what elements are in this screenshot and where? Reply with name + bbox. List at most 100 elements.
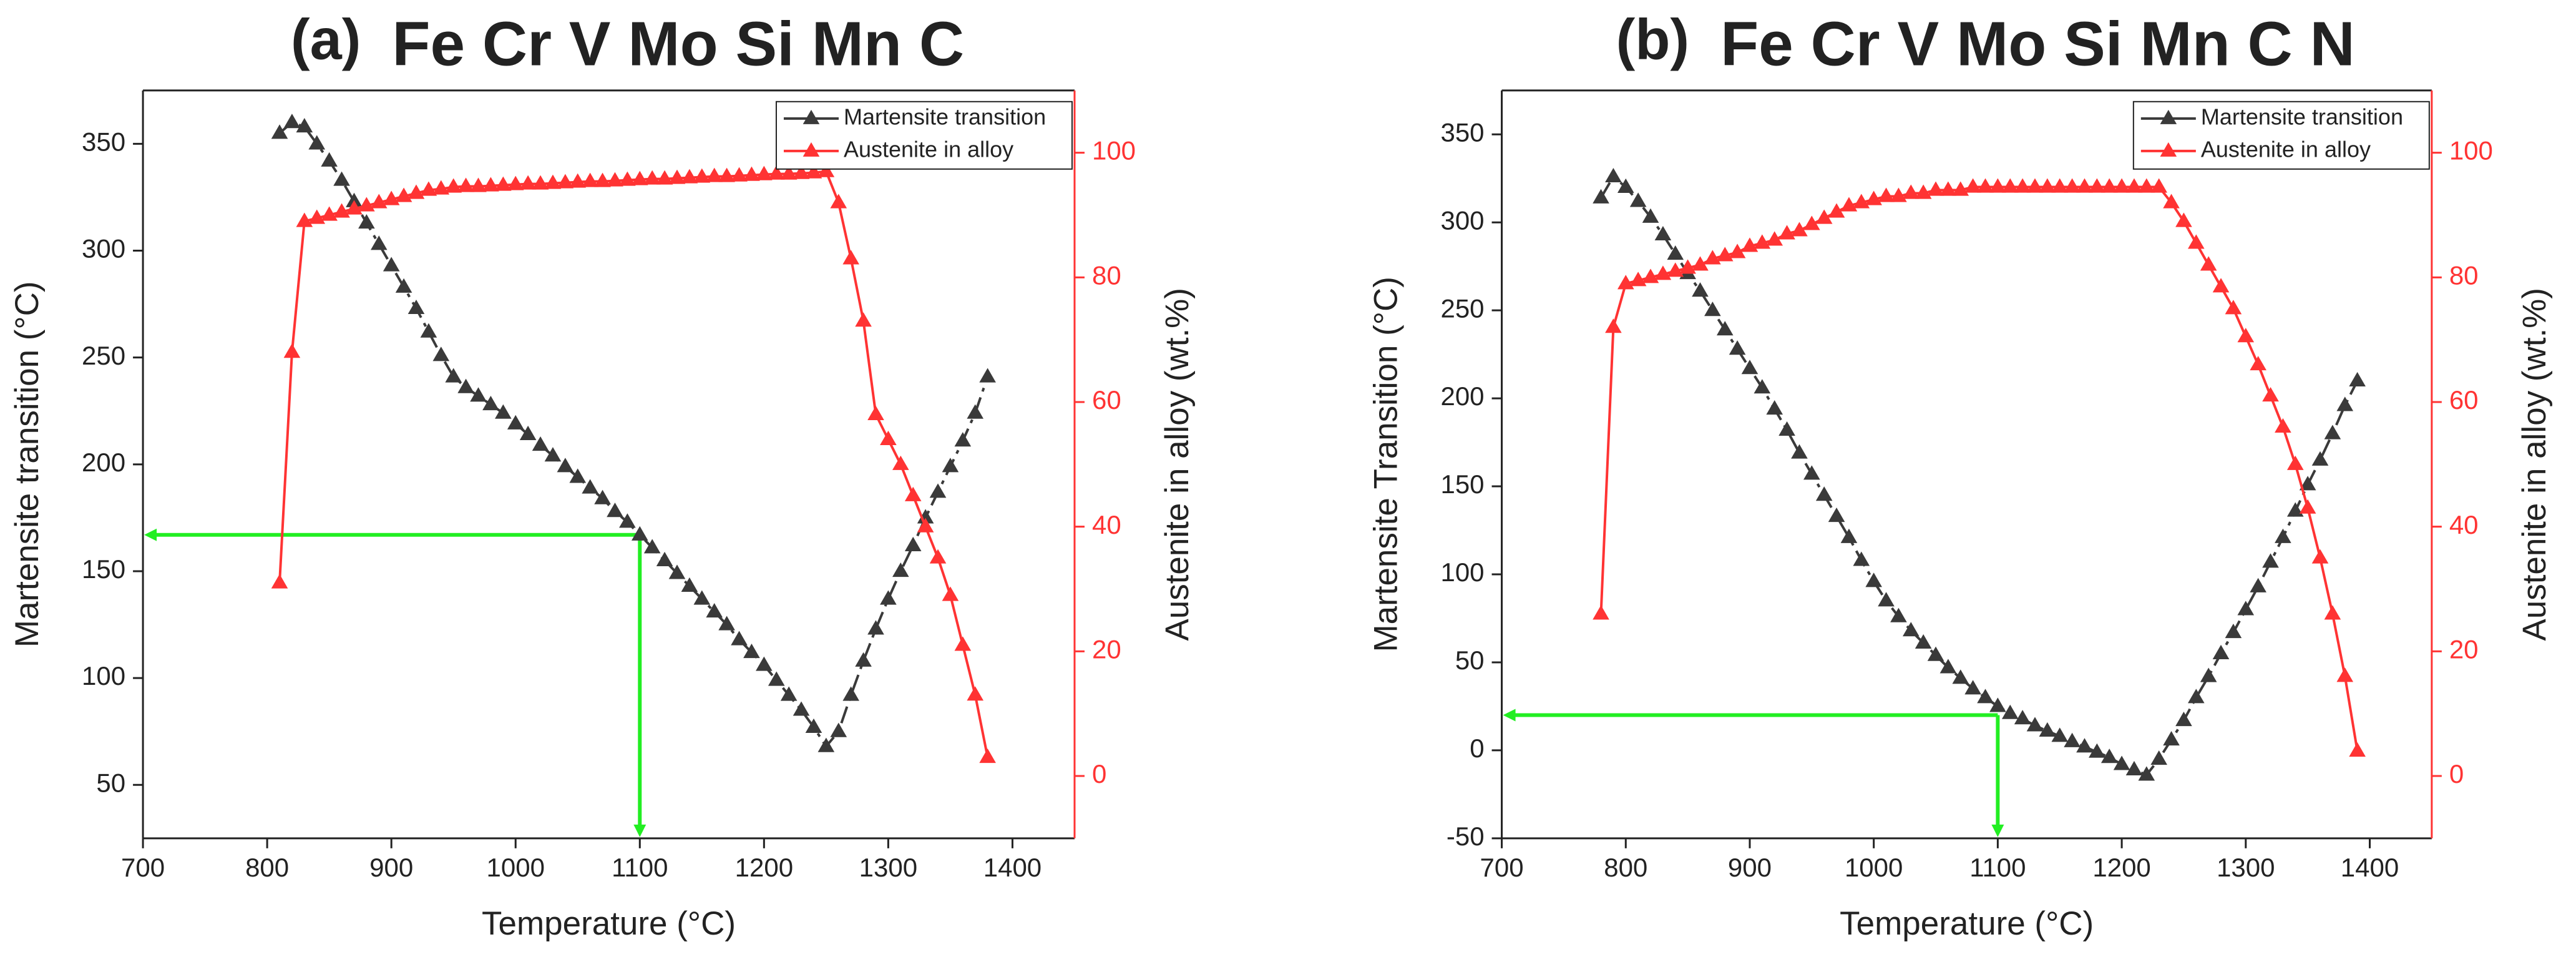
data-point xyxy=(2275,418,2291,433)
data-point xyxy=(569,173,587,188)
data-point xyxy=(1729,243,1746,258)
data-point xyxy=(507,175,524,190)
data-point xyxy=(706,167,723,182)
data-point xyxy=(892,455,909,470)
data-point xyxy=(383,257,400,272)
data-point xyxy=(1927,646,1944,661)
y2-tick-label: 100 xyxy=(2449,136,2493,165)
data-point xyxy=(1629,272,1647,287)
data-point xyxy=(668,564,686,579)
data-point xyxy=(805,718,822,733)
y-tick-label: 250 xyxy=(1440,293,1484,323)
y-tick-label: 200 xyxy=(82,448,125,477)
series-line xyxy=(1599,185,2359,752)
data-point xyxy=(358,197,375,212)
data-point xyxy=(2299,476,2316,491)
chart-title: Fe Cr V Mo Si Mn C N xyxy=(1720,9,2355,79)
data-point xyxy=(383,190,400,205)
data-point xyxy=(2163,730,2180,746)
data-point xyxy=(2001,704,2019,719)
data-point xyxy=(1754,234,1771,249)
data-point xyxy=(681,169,698,184)
guide-arrowhead xyxy=(1991,824,2004,837)
y-axis-title: Martensite transition (°C) xyxy=(9,281,46,647)
data-point xyxy=(706,603,723,618)
data-point xyxy=(681,577,698,592)
data-point xyxy=(2076,178,2093,193)
data-point xyxy=(904,486,922,501)
data-point xyxy=(283,343,301,358)
data-point xyxy=(631,170,648,185)
data-point xyxy=(2113,755,2130,770)
data-point xyxy=(619,513,636,528)
x-tick-label: 1200 xyxy=(2092,853,2150,882)
data-point xyxy=(2275,528,2291,543)
data-point xyxy=(904,536,922,551)
data-point xyxy=(1679,259,1696,274)
data-point xyxy=(1890,607,1907,622)
data-point xyxy=(1741,237,1759,252)
guide-arrowhead xyxy=(1503,709,1516,722)
data-point xyxy=(2125,760,2143,775)
data-point xyxy=(495,176,512,191)
x-tick-label: 700 xyxy=(121,853,165,882)
data-point xyxy=(1617,275,1634,290)
data-point xyxy=(2324,425,2341,439)
data-point xyxy=(1902,184,1920,199)
data-point xyxy=(743,644,760,659)
data-point xyxy=(2286,455,2304,470)
data-point xyxy=(607,172,623,187)
data-point xyxy=(457,378,474,393)
data-point xyxy=(656,170,673,185)
data-point xyxy=(1865,190,1882,205)
data-point xyxy=(1642,208,1659,223)
data-point xyxy=(333,203,350,218)
data-point xyxy=(1840,528,1858,543)
data-point xyxy=(2076,738,2093,753)
data-point xyxy=(482,395,499,411)
data-point xyxy=(2250,577,2266,592)
data-point xyxy=(482,177,499,192)
y-tick-label: 250 xyxy=(82,341,125,370)
y2-tick-label: 60 xyxy=(2449,385,2479,415)
data-point xyxy=(2200,667,2217,682)
data-point xyxy=(1803,215,1820,230)
data-point xyxy=(954,432,972,447)
x-tick-label: 800 xyxy=(1604,853,1647,882)
data-point xyxy=(1939,181,1957,196)
data-point xyxy=(445,178,462,193)
data-point xyxy=(2064,178,2081,193)
data-point xyxy=(880,590,897,605)
data-point xyxy=(2039,178,2056,193)
data-point xyxy=(308,209,326,224)
data-point xyxy=(1964,680,1981,695)
data-point xyxy=(1977,178,1994,193)
x-tick-label: 1100 xyxy=(1969,853,2026,882)
data-point xyxy=(2188,689,2205,704)
legend-box xyxy=(2132,101,2430,170)
data-point xyxy=(892,562,909,577)
data-point xyxy=(1915,634,1932,649)
data-point xyxy=(271,574,288,589)
data-point xyxy=(1815,209,1833,224)
y-tick-label: 200 xyxy=(1440,381,1484,411)
data-point xyxy=(718,616,735,631)
data-point xyxy=(1654,265,1672,280)
y-tick-label: 300 xyxy=(82,234,125,263)
data-point xyxy=(731,631,748,646)
data-point xyxy=(333,171,350,186)
data-point xyxy=(1890,187,1907,202)
data-point xyxy=(395,187,412,202)
data-point xyxy=(880,430,897,445)
data-point xyxy=(1878,187,1895,202)
data-point xyxy=(693,168,711,183)
data-point xyxy=(2212,278,2230,293)
data-point xyxy=(1593,189,1609,204)
data-point xyxy=(1853,194,1870,209)
data-point xyxy=(2100,749,2118,763)
x-tick-label: 1300 xyxy=(859,853,917,882)
data-point xyxy=(2250,356,2266,371)
data-point xyxy=(2336,667,2354,682)
data-point xyxy=(643,170,661,185)
data-point xyxy=(495,404,512,419)
